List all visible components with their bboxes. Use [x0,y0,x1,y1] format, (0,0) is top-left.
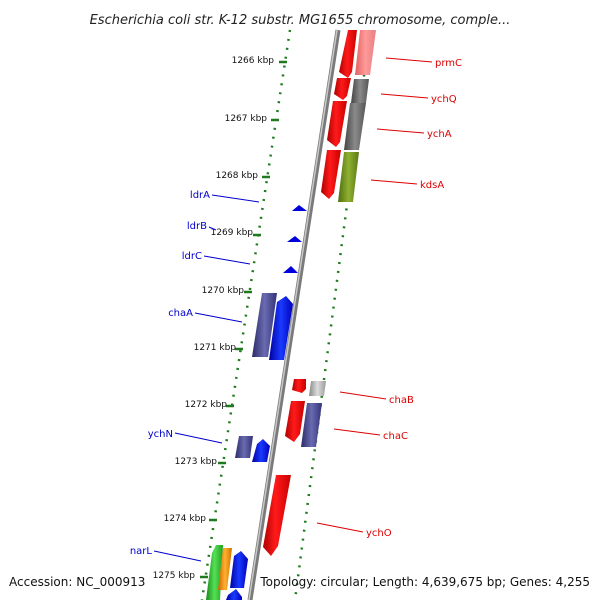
reverse-gene-labels: prmC ychQ ychA kdsA chaB chaC ychO [316,57,462,539]
tick-label: 1266 kbp [232,56,275,66]
forward-tick-track [200,29,292,600]
accession-text: Accession: NC_000913 [9,575,145,589]
chromosome-backbone-highlight [248,29,338,600]
gene-feature-narl-blue [230,551,248,588]
label-leader-line [380,93,429,99]
tick-marks: 1266 kbp 1267 kbp 1268 kbp 1269 kbp 1270… [153,56,287,581]
tick-label: 1273 kbp [175,457,218,467]
gene-label-kdsa: kdsA [420,180,444,191]
reverse-strand-genes [263,30,376,556]
tick-label: 1272 kbp [185,400,228,410]
gene-feature-ychq-gray [351,79,369,103]
label-leader-line [316,522,364,533]
label-leader-line [153,550,202,562]
label-leader-line [339,391,387,400]
label-leader-line [376,128,425,134]
label-leader-line [333,428,381,436]
gene-label-narl: narL [130,546,153,557]
chromosome-backbone [247,29,341,600]
gene-feature-ldra [292,205,307,211]
label-leader-line [370,179,418,185]
gene-feature-chac [285,401,305,442]
tick-label: 1271 kbp [194,343,237,353]
gene-feature-ycho [263,475,291,556]
gene-feature-chac-purple [301,403,322,447]
tick-label: 1269 kbp [211,228,254,238]
topology-summary: Topology: circular; Length: 4,639,675 bp… [259,575,590,589]
gene-label-ldrb: ldrB [187,221,207,232]
tick-label: 1274 kbp [164,514,207,524]
gene-feature-chaa-purple [252,293,277,357]
tick-label: 1270 kbp [202,286,245,296]
gene-label-ldra: ldrA [190,190,210,201]
gene-feature-chab [292,379,306,393]
gene-feature-ychq [334,78,351,100]
gene-feature-narl-orange [218,548,232,590]
gene-label-ldrc: ldrC [182,251,202,262]
gene-feature-kdsa [321,150,341,199]
gene-feature-pink [355,30,376,75]
gene-feature-ycha-gray [344,103,366,150]
gene-label-chaa: chaA [168,308,193,319]
map-title: Escherichia coli str. K-12 substr. MG165… [90,13,511,28]
tick-label: 1268 kbp [216,171,259,181]
gene-label-ycho: ychO [366,528,392,539]
gene-feature-chab-gray [309,381,326,396]
gene-feature-chaa [269,296,293,360]
gene-label-chac: chaC [383,431,408,442]
label-leader-line [211,194,260,203]
gene-feature-ycha [327,101,347,147]
gene-feature-ychn [252,439,270,462]
label-leader-line [208,226,217,231]
forward-gene-labels: ldrA ldrB ldrC chaA ychN narL [130,190,260,562]
gene-feature-ldrc [283,266,298,273]
gene-feature-narl-blue-2 [226,589,242,600]
gene-label-prmc: prmC [435,58,462,69]
gene-label-ychn: ychN [148,429,173,440]
label-leader-line [194,312,243,323]
gene-feature-ychn-purple [235,436,253,458]
label-leader-line [203,255,251,265]
gene-feature-prmc [339,30,357,78]
forward-strand-genes [206,205,307,600]
gene-feature-ldrb [287,236,302,242]
tick-label: 1275 kbp [153,571,196,581]
gene-label-ychq: ychQ [431,94,457,105]
label-leader-line [385,57,433,63]
label-leader-line [174,432,223,444]
gene-label-chab: chaB [389,395,414,406]
gene-label-ycha: ychA [427,129,452,140]
tick-label: 1267 kbp [225,114,268,124]
gene-feature-kdsa-olive [338,152,359,202]
